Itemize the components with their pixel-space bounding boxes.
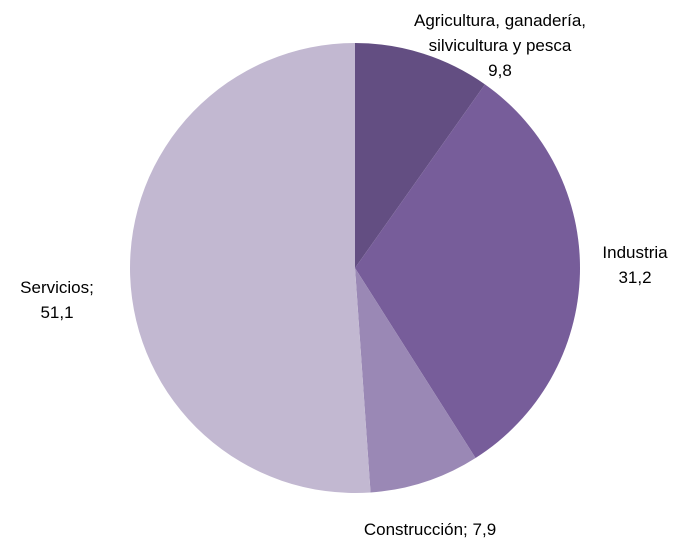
slice-label: Servicios; 51,1: [0, 275, 114, 325]
pie-slice: [355, 268, 476, 493]
category-label: Industria: [602, 243, 668, 262]
category-label: Servicios;: [20, 278, 94, 297]
pie-slice: [355, 43, 485, 268]
slice-label: Construcción; 7,9: [330, 517, 530, 542]
slice-label: Agricultura, ganadería, silvicultura y p…: [400, 8, 600, 83]
value-label: 7,9: [472, 520, 497, 539]
pie-slice: [355, 84, 580, 458]
value-label: 9,8: [488, 61, 512, 80]
pie-slice: [129, 43, 371, 493]
slice-label: Industria 31,2: [585, 240, 676, 290]
category-label: Construcción;: [363, 520, 468, 539]
value-label: 31,2: [618, 268, 652, 287]
category-label: Agricultura, ganadería, silvicultura y p…: [414, 11, 586, 55]
value-label: 51,1: [40, 303, 74, 322]
